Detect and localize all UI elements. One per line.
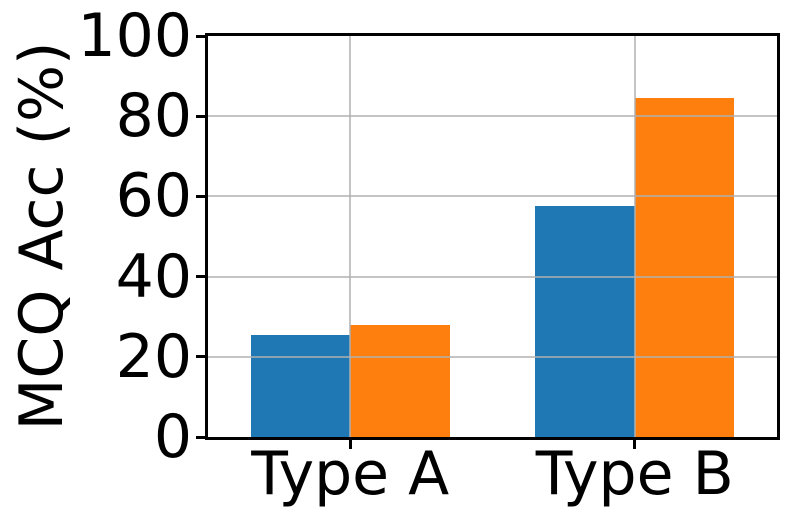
y-tick-mark-80 bbox=[196, 114, 205, 118]
x-tick-mark-type-b bbox=[633, 440, 637, 449]
y-tick-mark-20 bbox=[196, 355, 205, 359]
y-tick-mark-60 bbox=[196, 194, 205, 198]
y-tick-label-40: 40 bbox=[115, 241, 192, 312]
gridline-h-20 bbox=[208, 355, 777, 358]
y-tick-label-100: 100 bbox=[77, 1, 192, 71]
gridline-h-80 bbox=[208, 115, 777, 118]
bar-series-blue-type-a bbox=[250, 334, 351, 437]
x-tick-label-type-a: Type A bbox=[251, 439, 450, 509]
bar-series-blue-type-b bbox=[535, 206, 635, 437]
y-tick-label-80: 80 bbox=[115, 81, 192, 152]
bar-series-orange-type-a bbox=[350, 324, 450, 437]
y-tick-mark-40 bbox=[196, 275, 205, 279]
plot-area bbox=[205, 33, 780, 440]
plot-inner bbox=[208, 36, 777, 437]
gridline-v-type-a bbox=[349, 36, 352, 437]
x-tick-label-type-b: Type B bbox=[535, 439, 734, 509]
gridline-h-60 bbox=[208, 195, 777, 198]
gridline-v-type-b bbox=[633, 36, 636, 437]
y-tick-mark-0 bbox=[196, 435, 205, 439]
x-tick-mark-type-a bbox=[348, 440, 352, 449]
gridline-h-40 bbox=[208, 275, 777, 278]
y-tick-label-0: 0 bbox=[153, 402, 192, 472]
y-tick-label-60: 60 bbox=[115, 161, 192, 232]
bar-series-orange-type-b bbox=[634, 98, 735, 437]
y-tick-label-20: 20 bbox=[115, 321, 192, 392]
y-tick-mark-100 bbox=[196, 34, 205, 38]
